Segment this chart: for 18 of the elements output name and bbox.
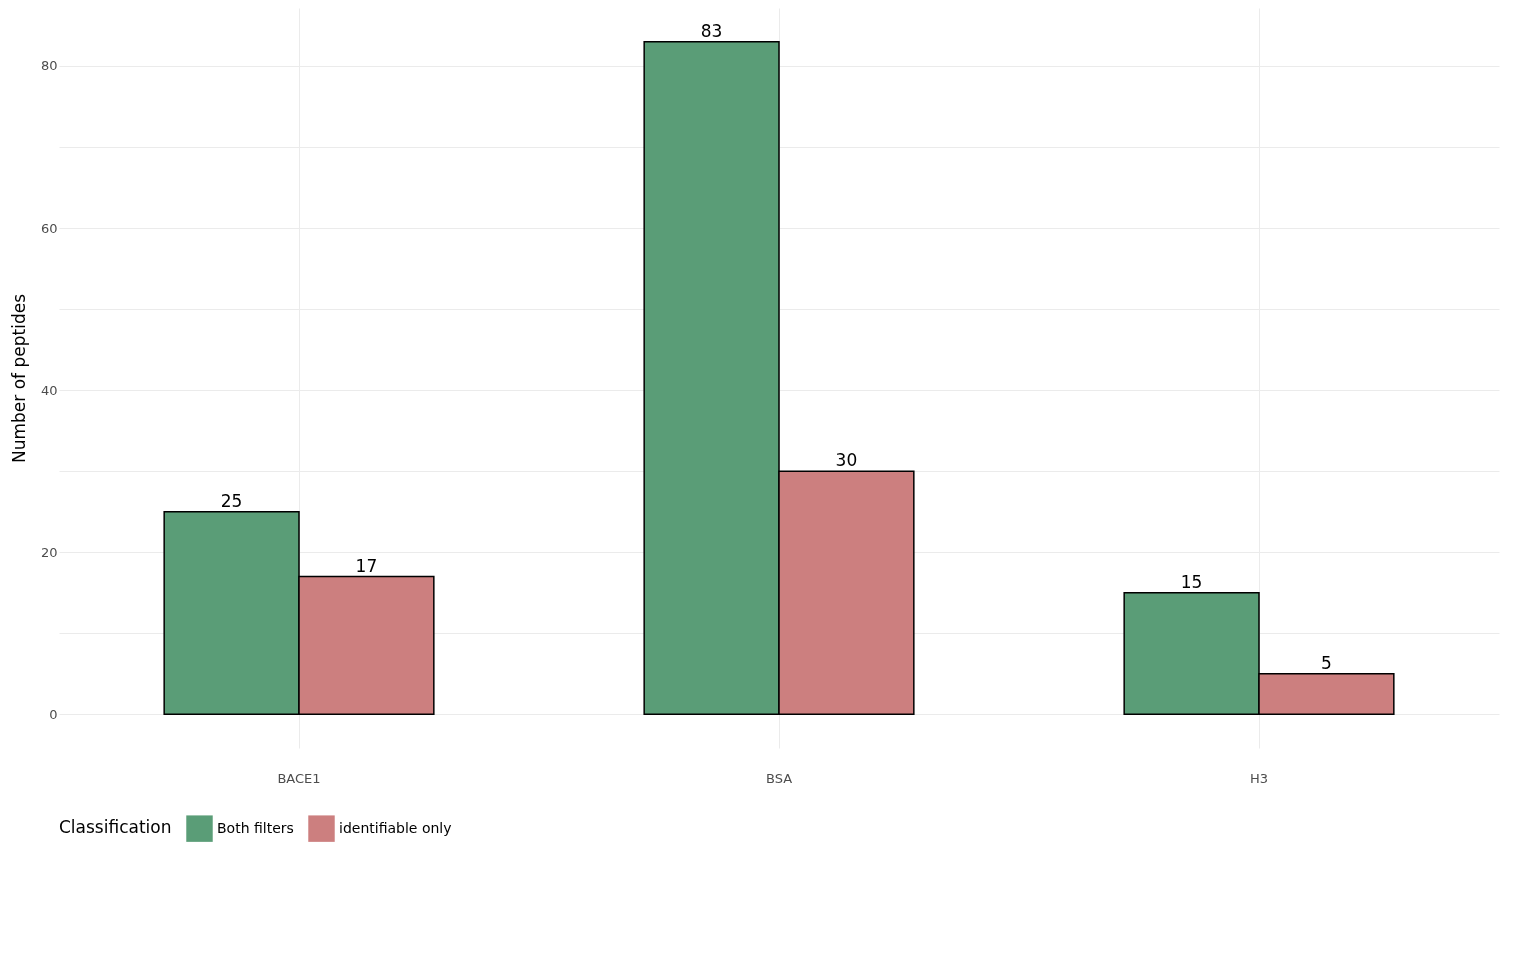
x-tick-label: H3 [1249,770,1269,786]
data-label: 17 [355,555,378,576]
data-label: 83 [700,20,723,41]
data-label: 30 [835,450,858,471]
legend-title: Classification [59,817,172,837]
y-tick-label: 60 [40,220,58,236]
y-tick-label: 40 [40,382,58,398]
y-tick-label: 0 [49,706,58,722]
data-label: 5 [1321,652,1332,673]
data-label: 15 [1180,571,1203,592]
x-tick-label: BSA [765,770,793,786]
legend-label: Both filters [217,819,294,836]
legend-label: identifiable only [339,819,452,836]
y-tick-label: 80 [40,58,58,74]
y-tick-label: 20 [40,544,58,560]
data-label: 25 [220,490,243,511]
y-axis-title: Number of peptides [8,293,29,464]
x-tick-label: BACE1 [277,770,321,786]
